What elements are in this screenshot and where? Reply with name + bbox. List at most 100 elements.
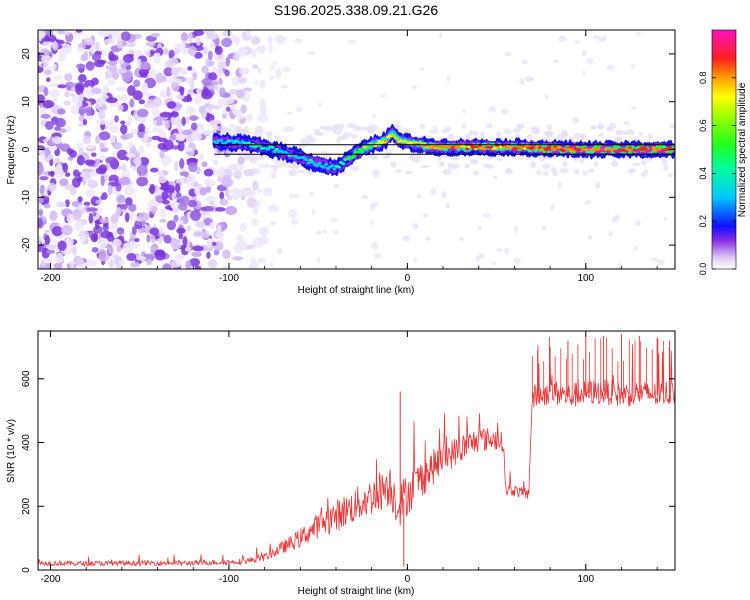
track-segment xyxy=(392,134,397,138)
noise-blob xyxy=(72,169,80,178)
noise-blob xyxy=(196,37,201,47)
ridge-haze xyxy=(608,122,617,129)
noise-blob xyxy=(179,171,190,177)
track-peak xyxy=(439,145,448,149)
noise-blob xyxy=(83,201,91,206)
noise-blob xyxy=(193,30,205,36)
track-segment xyxy=(236,140,241,144)
noise-blob xyxy=(42,100,55,109)
noise-blob-faint xyxy=(496,248,503,252)
ridge-haze xyxy=(573,168,580,175)
noise-blob xyxy=(208,72,218,81)
noise-blob xyxy=(250,36,261,45)
noise-blob xyxy=(176,192,182,198)
track-segment xyxy=(647,149,652,153)
noise-blob xyxy=(107,60,118,66)
noise-blob xyxy=(84,159,96,166)
noise-blob xyxy=(135,220,147,226)
snr-spikes xyxy=(399,334,671,567)
spectrogram-y-ticks: -20 -10 0 10 20 xyxy=(21,48,675,252)
noise-blob xyxy=(170,67,180,77)
noise-blob xyxy=(211,151,222,159)
track-peak xyxy=(625,148,634,151)
ridge-haze xyxy=(297,142,307,149)
noise-blob xyxy=(221,177,233,188)
noise-blob xyxy=(150,32,161,38)
noise-blob xyxy=(201,129,211,136)
noise-blob xyxy=(100,195,106,200)
noise-blob xyxy=(64,90,71,98)
noise-blob-faint xyxy=(631,106,637,110)
noise-blob xyxy=(58,128,68,133)
ridge-haze xyxy=(562,160,568,167)
noise-blob-faint xyxy=(333,183,340,190)
noise-blob xyxy=(116,194,126,204)
noise-blob xyxy=(51,226,63,237)
noise-blob xyxy=(70,93,76,98)
noise-blob-faint xyxy=(371,201,379,207)
ridge-haze xyxy=(371,169,381,176)
ridge-haze xyxy=(605,127,611,131)
noise-blob xyxy=(195,220,206,228)
noise-blob xyxy=(150,167,159,173)
noise-blob-faint xyxy=(611,217,619,223)
ridge-haze xyxy=(542,170,550,176)
noise-blob xyxy=(186,224,192,232)
noise-blob xyxy=(260,105,267,115)
noise-blob xyxy=(187,32,193,43)
noise-blob xyxy=(257,236,269,246)
noise-blob xyxy=(62,31,71,36)
noise-blob-faint xyxy=(280,85,289,89)
track-segment xyxy=(218,139,224,143)
x-tick-label: -100 xyxy=(219,574,239,585)
noise-blob xyxy=(42,41,54,47)
noise-blob xyxy=(143,133,148,143)
noise-blob xyxy=(162,199,170,205)
noise-blob-faint xyxy=(633,246,638,251)
noise-blob xyxy=(116,230,125,235)
noise-blob xyxy=(226,194,233,201)
noise-blob xyxy=(53,75,63,80)
noise-blob xyxy=(200,230,210,239)
colorbar-tick-label: 0.8 xyxy=(698,72,708,85)
noise-blob xyxy=(141,82,149,92)
track-segment xyxy=(600,146,605,150)
noise-blob xyxy=(47,153,54,160)
noise-blob xyxy=(244,189,257,197)
noise-blob xyxy=(160,88,166,99)
noise-blob xyxy=(205,195,217,203)
noise-blob xyxy=(147,72,156,78)
ridge-haze xyxy=(250,168,261,175)
noise-blob xyxy=(217,166,226,178)
noise-blob xyxy=(117,165,123,171)
noise-blob xyxy=(111,71,120,80)
noise-blob-faint xyxy=(634,220,641,227)
track-segment xyxy=(360,149,365,153)
noise-blob-faint xyxy=(330,217,338,223)
noise-blob xyxy=(157,142,167,150)
noise-blob xyxy=(139,61,151,70)
noise-blob xyxy=(246,197,257,208)
noise-blob xyxy=(116,38,123,49)
noise-blob-faint xyxy=(587,235,593,240)
ridge-haze xyxy=(445,126,452,132)
noise-blob xyxy=(177,123,184,133)
noise-blob xyxy=(171,81,180,92)
x-tick-label: 0 xyxy=(405,574,411,585)
track-segment xyxy=(306,161,312,165)
noise-blob xyxy=(184,147,193,152)
ridge-haze xyxy=(323,125,332,131)
noise-blob-faint xyxy=(586,57,594,65)
x-tick-label: 100 xyxy=(577,574,594,585)
noise-blob xyxy=(233,243,243,254)
noise-blob xyxy=(181,129,193,136)
noise-blob xyxy=(175,178,182,184)
noise-blob xyxy=(205,85,217,90)
track-peak xyxy=(484,145,494,149)
track-peak xyxy=(593,148,602,151)
noise-blob xyxy=(54,252,64,264)
track-peak xyxy=(661,148,674,151)
noise-blob xyxy=(219,198,229,206)
noise-blob xyxy=(218,77,223,86)
noise-blob xyxy=(119,203,128,210)
